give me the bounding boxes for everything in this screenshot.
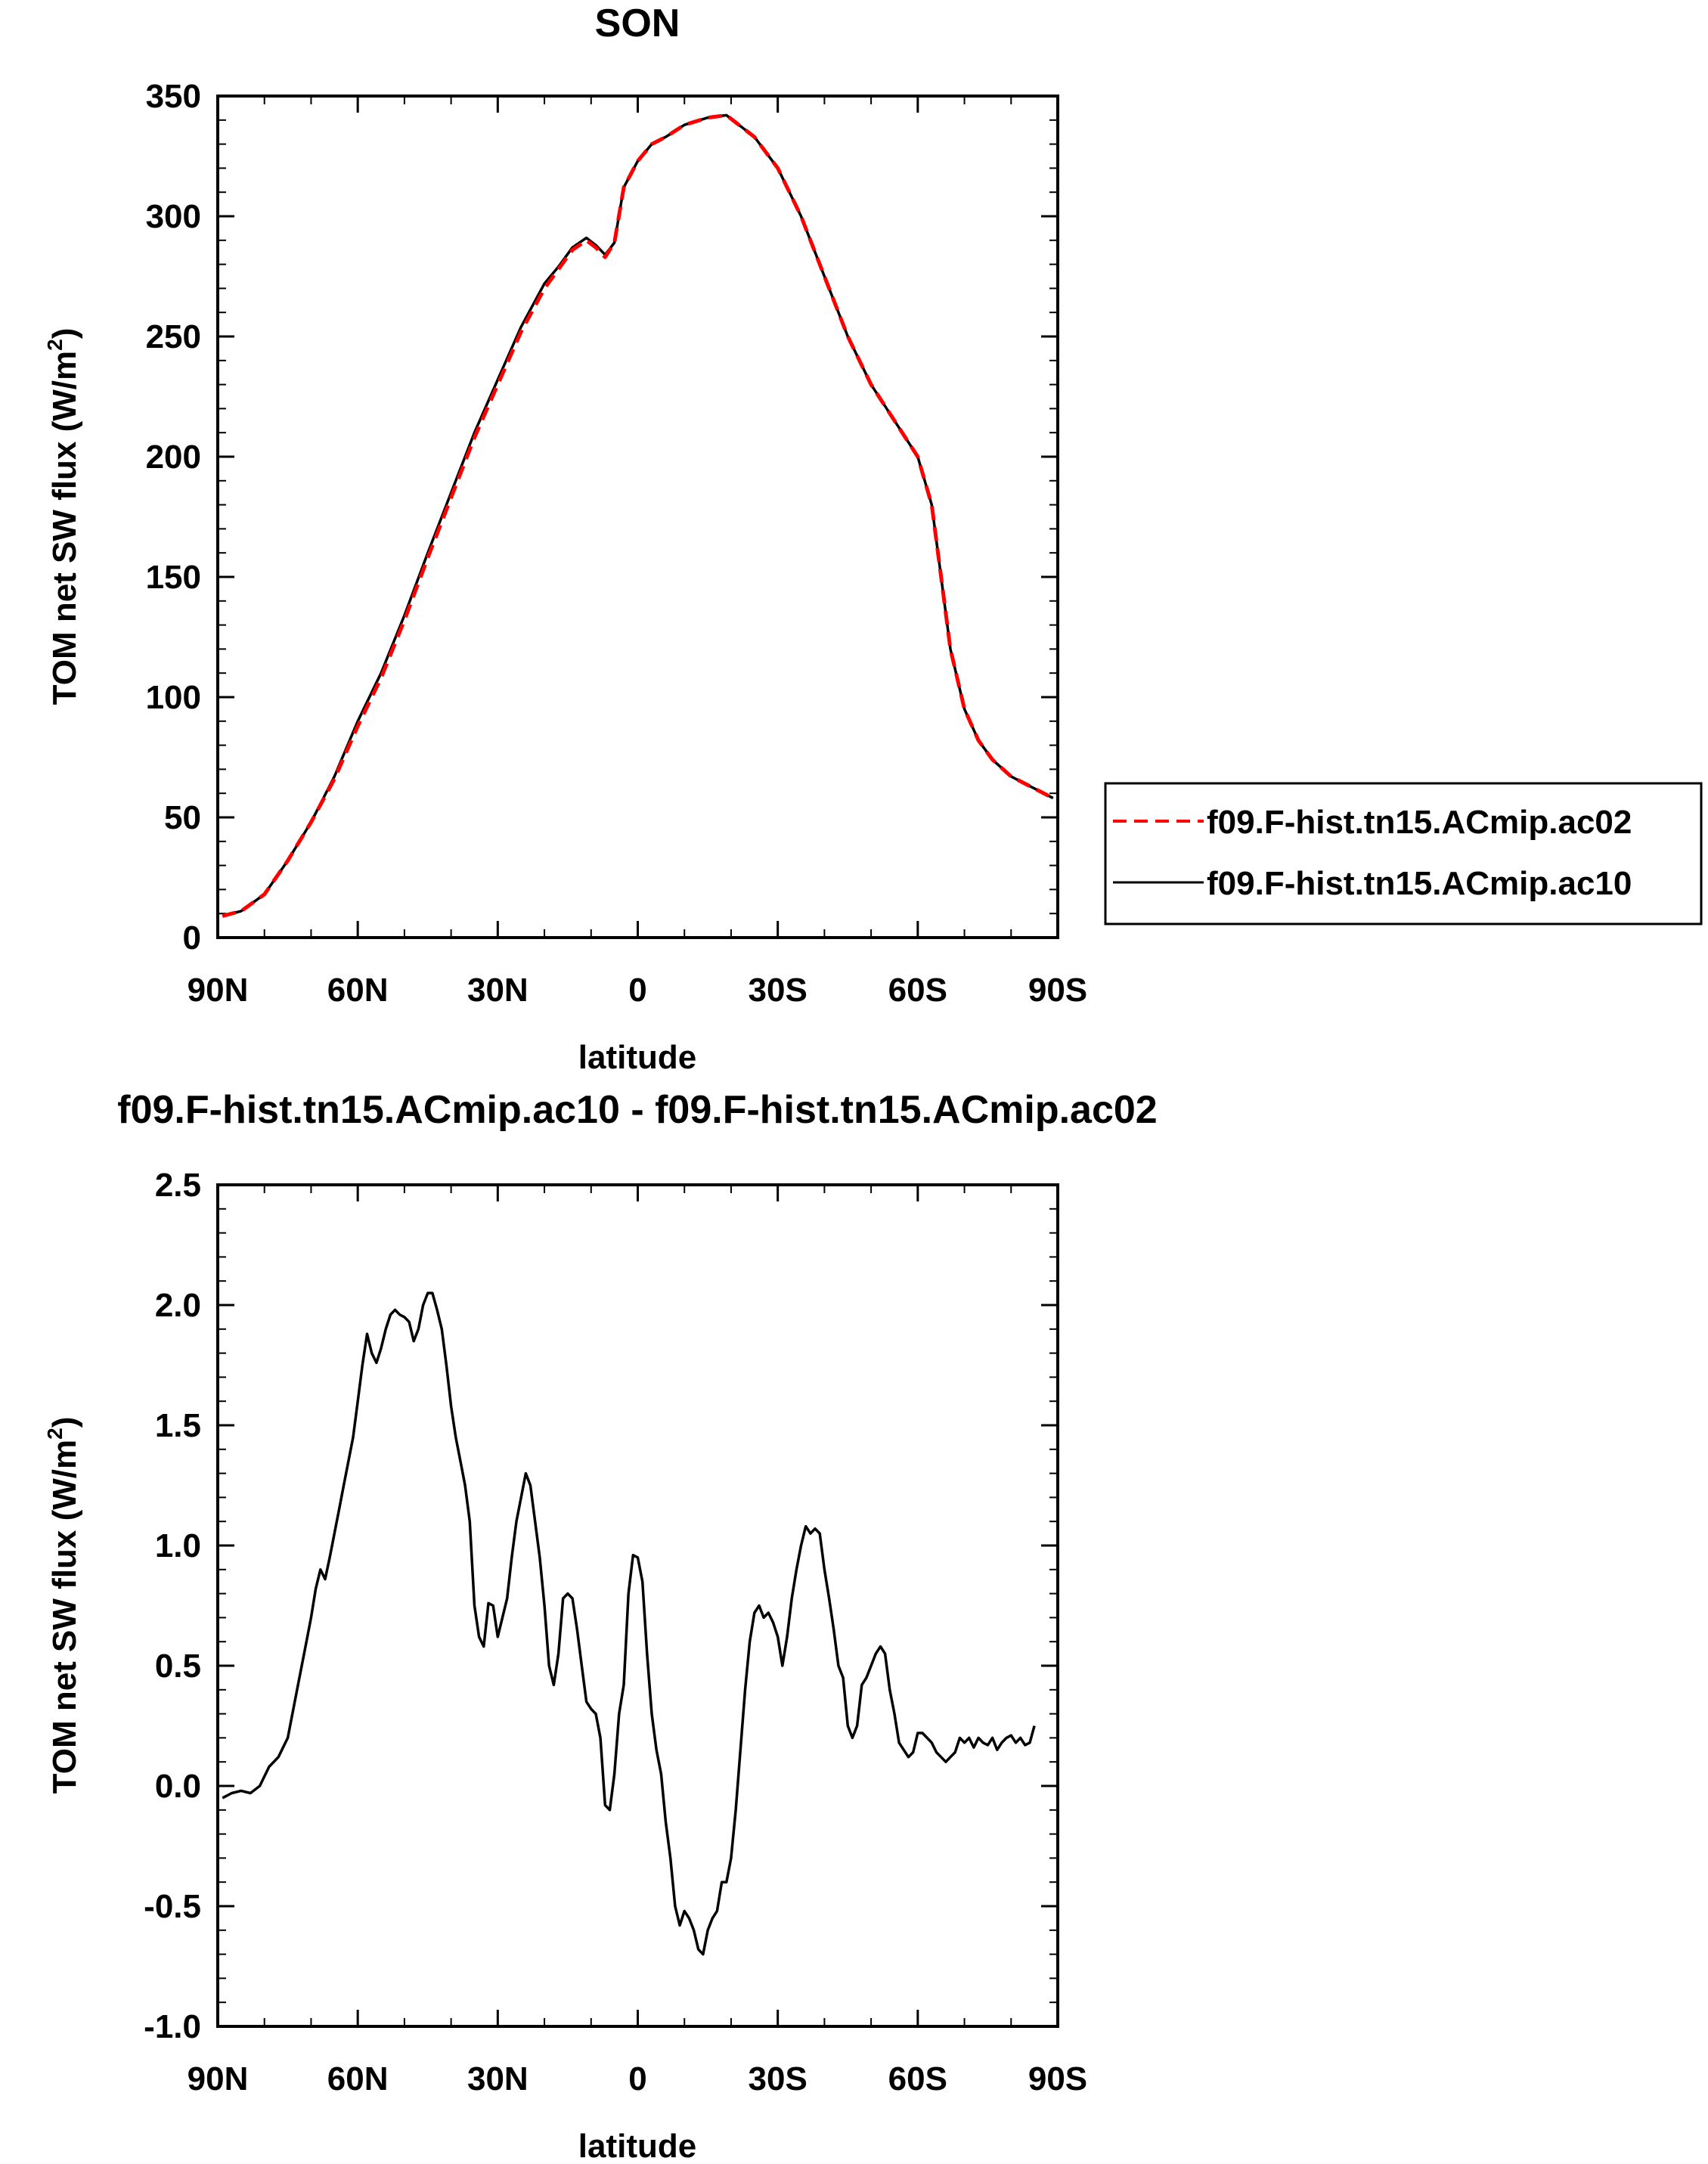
bottom-ytick-label: 0.0 <box>155 1768 201 1805</box>
bottom-series-layer <box>222 1291 1036 1956</box>
bottom-chart-title: f09.F-hist.tn15.ACmip.ac10 - f09.F-hist.… <box>117 1088 1157 1132</box>
bottom-xtick-label: 30S <box>749 2060 808 2097</box>
bottom-y-axis-label: TOM net SW flux (W/m2) <box>43 1417 83 1794</box>
top-ytick-label: 250 <box>146 318 201 355</box>
bottom-x-axis-label: latitude <box>578 2128 696 2164</box>
top-ytick-label: 0 <box>183 919 201 956</box>
legend: f09.F-hist.tn15.ACmip.ac02 f09.F-hist.tn… <box>1104 782 1703 925</box>
top-xtick-label: 90S <box>1028 972 1087 1009</box>
bottom-y-axis-label-main: TOM net SW flux (W/m <box>46 1440 83 1794</box>
top-y-axis-label-sup: 2 <box>43 339 67 351</box>
bottom-ytick-label: 2.0 <box>155 1287 201 1324</box>
top-xtick-label: 30N <box>467 972 529 1009</box>
bottom-xtick-label: 90N <box>188 2060 249 2097</box>
top-xtick-label: 60S <box>888 972 947 1009</box>
top-ytick-label: 300 <box>146 198 201 235</box>
bottom-xtick-label: 30N <box>467 2060 529 2097</box>
top-ytick-label: 100 <box>146 679 201 716</box>
bottom-plot-frame <box>216 1183 1059 2028</box>
top-series-line-1 <box>222 113 1054 918</box>
top-y-axis-label-close: ) <box>46 328 83 339</box>
top-y-tick-labels: 0 50 100 150 200 250 300 350 <box>146 78 201 956</box>
top-xtick-label: 30S <box>749 972 808 1009</box>
bottom-xtick-label: 0 <box>628 2060 646 2097</box>
bottom-series-line-1 <box>222 1291 1036 1956</box>
top-series-layer <box>222 113 1054 918</box>
top-xtick-label: 60N <box>327 972 389 1009</box>
bottom-panel: f09.F-hist.tn15.ACmip.ac10 - f09.F-hist.… <box>43 1088 1158 2164</box>
bottom-x-tick-labels: 90N 60N 30N 0 30S 60S 90S <box>188 2060 1088 2097</box>
top-series-line-2 <box>222 113 1054 918</box>
top-ytick-label: 50 <box>164 799 201 836</box>
bottom-ytick-label: 0.5 <box>155 1648 201 1685</box>
bottom-axis-ticks <box>216 1183 1059 2028</box>
top-ytick-label: 150 <box>146 559 201 596</box>
bottom-xtick-label: 60S <box>888 2060 947 2097</box>
top-y-axis-label-main: TOM net SW flux (W/m <box>46 351 83 705</box>
top-chart-title: SON <box>595 2 680 45</box>
top-panel: SON 0 50 100 150 200 250 300 350 90N 60N 30N 0 30S 6… <box>43 2 1703 1076</box>
bottom-ytick-label: 2.5 <box>155 1167 201 1204</box>
top-ytick-label: 350 <box>146 78 201 115</box>
top-ytick-label: 200 <box>146 439 201 476</box>
top-x-axis-label: latitude <box>578 1039 696 1076</box>
bottom-y-axis-label-sup: 2 <box>43 1428 67 1440</box>
bottom-ytick-label: -1.0 <box>144 2008 201 2045</box>
top-plot-frame <box>216 95 1059 939</box>
top-xtick-label: 0 <box>628 972 646 1009</box>
bottom-ytick-label: -0.5 <box>144 1888 201 1925</box>
bottom-ytick-label: 1.0 <box>155 1527 201 1564</box>
bottom-y-axis-label-close: ) <box>46 1417 83 1428</box>
bottom-y-tick-labels: -1.0 -0.5 0.0 0.5 1.0 1.5 2.0 2.5 <box>144 1167 201 2045</box>
top-axis-ticks <box>216 95 1059 939</box>
legend-label-ac10: f09.F-hist.tn15.ACmip.ac10 <box>1207 865 1632 902</box>
bottom-xtick-label: 90S <box>1028 2060 1087 2097</box>
bottom-xtick-label: 60N <box>327 2060 389 2097</box>
legend-label-ac02: f09.F-hist.tn15.ACmip.ac02 <box>1207 804 1632 841</box>
bottom-ytick-label: 1.5 <box>155 1407 201 1444</box>
legend-frame <box>1104 782 1703 925</box>
top-x-tick-labels: 90N 60N 30N 0 30S 60S 90S <box>188 972 1088 1009</box>
top-xtick-label: 90N <box>188 972 249 1009</box>
top-y-axis-label: TOM net SW flux (W/m2) <box>43 328 83 705</box>
